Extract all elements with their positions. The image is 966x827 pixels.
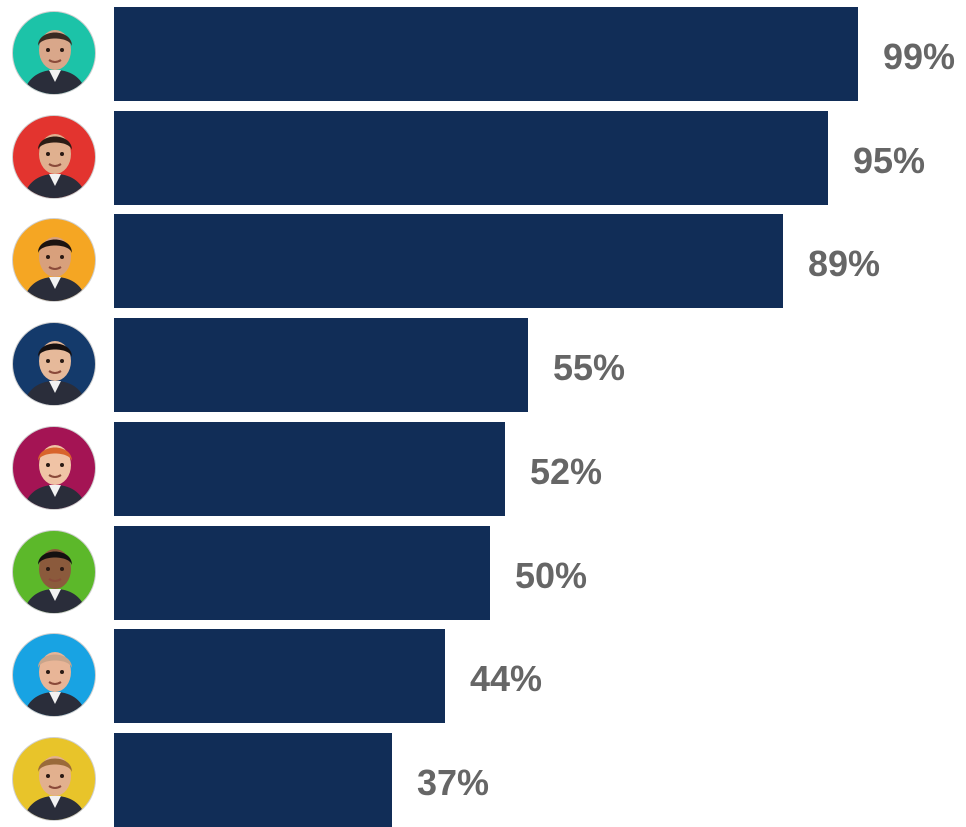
bar-row: 99% xyxy=(0,7,966,101)
candidate-avatar xyxy=(12,737,96,821)
bar-value-label: 44% xyxy=(470,658,543,699)
bar-row: 52% xyxy=(0,422,966,516)
person-portrait-icon xyxy=(23,652,87,716)
person-portrait-icon xyxy=(23,134,87,198)
candidate-avatar xyxy=(12,115,96,199)
bar-value-label: 50% xyxy=(515,555,588,596)
candidate-avatar xyxy=(12,218,96,302)
bar-row: 95% xyxy=(0,111,966,205)
bar-value-label: 89% xyxy=(808,243,881,284)
bar-value-label: 37% xyxy=(417,762,490,803)
candidate-avatar xyxy=(12,530,96,614)
person-portrait-icon xyxy=(23,30,87,94)
candidate-avatar xyxy=(12,633,96,717)
bar-value-label: 52% xyxy=(530,451,603,492)
person-portrait-icon xyxy=(23,341,87,405)
person-portrait-icon xyxy=(23,237,87,301)
bar-row: 55% xyxy=(0,318,966,412)
bar xyxy=(114,526,490,620)
bar xyxy=(114,422,505,516)
person-portrait-icon xyxy=(23,445,87,509)
bar xyxy=(114,318,528,412)
candidate-avatar xyxy=(12,11,96,95)
bar-value-label: 95% xyxy=(853,140,926,181)
bar-row: 50% xyxy=(0,526,966,620)
bar-row: 44% xyxy=(0,629,966,723)
bar-row: 37% xyxy=(0,733,966,827)
candidate-avatar xyxy=(12,426,96,510)
bar xyxy=(114,7,858,101)
person-portrait-icon xyxy=(23,549,87,613)
bar-value-label: 99% xyxy=(883,36,956,77)
candidate-avatar xyxy=(12,322,96,406)
bar xyxy=(114,629,445,723)
bar-value-label: 55% xyxy=(553,347,626,388)
bar xyxy=(114,111,828,205)
bar-row: 89% xyxy=(0,214,966,308)
bar xyxy=(114,214,783,308)
person-portrait-icon xyxy=(23,756,87,820)
bar xyxy=(114,733,392,827)
